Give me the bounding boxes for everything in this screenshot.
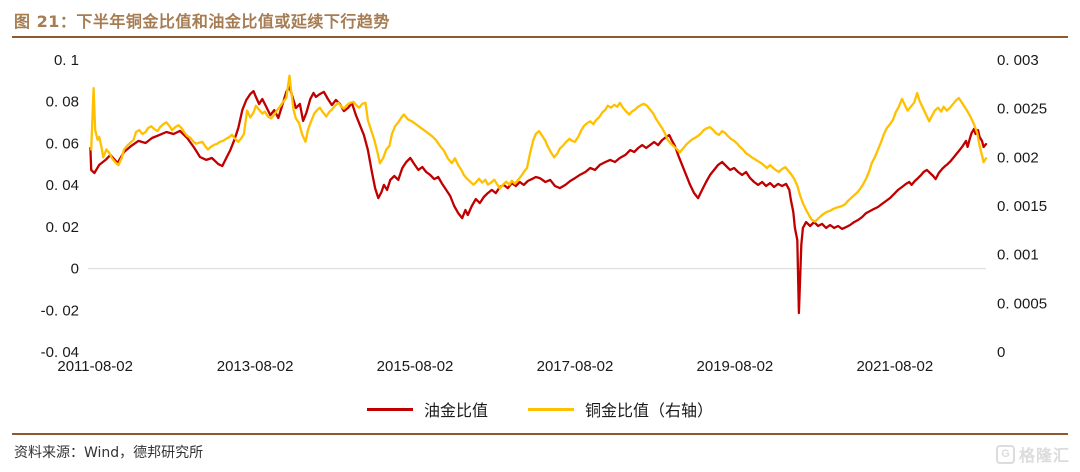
right-axis-tick-label: 0. 002 (997, 149, 1039, 166)
right-axis-tick-label: 0 (997, 344, 1005, 361)
right-axis-tick-label: 0. 0005 (997, 295, 1047, 312)
right-axis-tick-label: 0. 0025 (997, 101, 1047, 118)
x-axis-tick-label: 2021-08-02 (856, 358, 933, 375)
gelonghui-logo-text: 格隆汇 (1018, 446, 1070, 465)
right-axis-tick-label: 0. 0015 (997, 198, 1047, 215)
copper-gold-line-swatch (528, 407, 574, 411)
left-axis-tick-label: 0. 02 (46, 219, 79, 236)
gelonghui-logo-icon: G (995, 444, 1015, 464)
x-axis-tick-label: 2015-08-02 (377, 358, 454, 375)
left-axis-tick-label: 0. 04 (46, 177, 79, 194)
legend-label-copper-gold: 铜金比值（右轴） (585, 401, 714, 420)
legend-label-oil-gold: 油金比值 (423, 401, 488, 420)
x-axis-tick-label: 2019-08-02 (697, 358, 774, 375)
figure-title: 图 21：下半年铜金比值和油金比值或延续下行趋势 (14, 12, 390, 31)
left-axis-tick-label: -0. 04 (41, 344, 79, 361)
oil-gold-ratio-line (89, 85, 988, 315)
right-axis-tick-label: 0. 001 (997, 247, 1039, 264)
source-note: 资料来源：Wind，德邦研究所 (14, 445, 204, 461)
legend-item-oil-gold: 油金比值 (366, 397, 488, 421)
left-axis-tick-label: 0. 06 (46, 135, 79, 152)
top-divider (12, 36, 1068, 38)
left-axis-tick-label: 0. 08 (46, 94, 79, 111)
x-axis-tick-label: 2011-08-02 (57, 358, 133, 375)
gelonghui-watermark: G 格隆汇 (995, 442, 1070, 466)
left-axis-tick-label: -0. 02 (41, 302, 79, 319)
bottom-divider (12, 433, 1068, 435)
chart-legend: 油金比值 铜金比值（右轴） (0, 397, 1080, 421)
oil-gold-line-swatch (366, 407, 413, 411)
copper-gold-ratio-line (90, 74, 988, 223)
right-axis-tick-label: 0. 003 (997, 52, 1039, 69)
legend-item-copper-gold: 铜金比值（右轴） (528, 397, 713, 421)
x-axis-tick-label: 2013-08-02 (217, 358, 294, 375)
x-axis-tick-label: 2017-08-02 (537, 358, 614, 375)
left-axis-tick-label: 0. 1 (54, 52, 79, 69)
left-axis-tick-label: 0 (71, 261, 79, 278)
